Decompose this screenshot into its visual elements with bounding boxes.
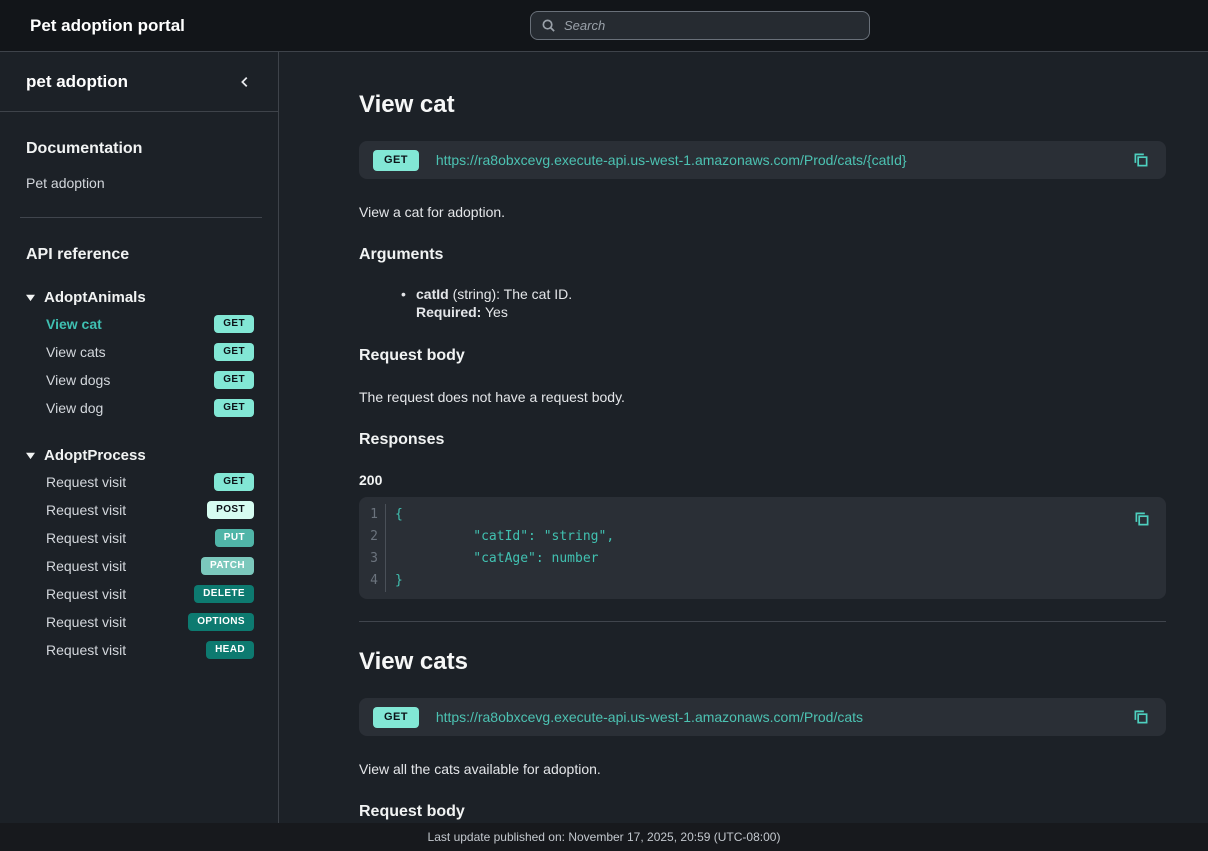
portal-title: Pet adoption portal bbox=[30, 15, 185, 35]
method-badge: PATCH bbox=[201, 557, 254, 575]
method-badge: GET bbox=[214, 399, 254, 417]
method-badge: OPTIONS bbox=[188, 613, 254, 631]
code-line: 3 "catAge": number bbox=[359, 548, 1166, 570]
sidebar: pet adoption Documentation Pet adoption … bbox=[0, 52, 279, 851]
method-badge: GET bbox=[214, 371, 254, 389]
request-body-heading: Request body bbox=[359, 803, 465, 820]
copy-code-button[interactable] bbox=[1131, 508, 1153, 530]
sidebar-item-request-visit-put[interactable]: Request visit PUT bbox=[0, 524, 278, 552]
copy-icon bbox=[1133, 510, 1151, 528]
method-badge: GET bbox=[373, 706, 419, 728]
endpoint-url: https://ra8obxcevg.execute-api.us-west-1… bbox=[435, 152, 907, 168]
endpoint-url: https://ra8obxcevg.execute-api.us-west-1… bbox=[435, 709, 864, 725]
sidebar-item-request-visit-get[interactable]: Request visit GET bbox=[0, 468, 278, 496]
sidebar-item-view-dogs[interactable]: View dogs GET bbox=[0, 366, 278, 394]
method-badge: GET bbox=[214, 473, 254, 491]
method-badge: GET bbox=[214, 315, 254, 333]
code-line: 2 "catId": "string", bbox=[359, 526, 1166, 548]
chevron-left-icon bbox=[238, 75, 252, 89]
endpoint-bar: GET https://ra8obxcevg.execute-api.us-we… bbox=[359, 141, 1166, 179]
sidebar-item-request-visit-head[interactable]: Request visit HEAD bbox=[0, 636, 278, 664]
copy-icon bbox=[1132, 708, 1150, 726]
search-icon bbox=[541, 18, 556, 33]
copy-url-button[interactable] bbox=[1130, 706, 1152, 728]
code-line: 4 } bbox=[359, 570, 1166, 592]
method-badge: GET bbox=[373, 149, 419, 171]
method-badge: DELETE bbox=[194, 585, 254, 603]
method-badge: GET bbox=[214, 343, 254, 361]
search-input[interactable] bbox=[564, 18, 859, 33]
sidebar-header: pet adoption bbox=[0, 52, 278, 112]
status-code: 200 bbox=[359, 472, 383, 488]
arguments-list: catId (string): The cat ID. Required: Ye… bbox=[401, 285, 1166, 321]
operation-title-view-cats: View cats bbox=[359, 648, 468, 675]
endpoint-bar: GET https://ra8obxcevg.execute-api.us-we… bbox=[359, 698, 1166, 736]
sidebar-collapse-button[interactable] bbox=[234, 71, 256, 93]
operation-description: View a cat for adoption. bbox=[359, 204, 506, 220]
sidebar-item-request-visit-options[interactable]: Request visit OPTIONS bbox=[0, 608, 278, 636]
sidebar-divider bbox=[20, 217, 262, 218]
sidebar-item-request-visit-delete[interactable]: Request visit DELETE bbox=[0, 580, 278, 608]
code-line: 1 { bbox=[359, 504, 1166, 526]
method-badge: POST bbox=[207, 501, 254, 519]
sidebar-item-view-dog[interactable]: View dog GET bbox=[0, 394, 278, 422]
top-header: Pet adoption portal bbox=[0, 0, 1208, 52]
method-badge: PUT bbox=[214, 529, 254, 547]
sidebar-item-request-visit-patch[interactable]: Request visit PATCH bbox=[0, 552, 278, 580]
sidebar-item-pet-adoption[interactable]: Pet adoption bbox=[26, 175, 105, 191]
sidebar-item-view-cats[interactable]: View cats GET bbox=[0, 338, 278, 366]
response-code-block: 1 { 2 "catId": "string", 3 "catAge": num… bbox=[359, 497, 1166, 599]
search-box[interactable] bbox=[530, 11, 870, 40]
operation-title-view-cat: View cat bbox=[359, 91, 455, 118]
method-badge: HEAD bbox=[206, 641, 254, 659]
request-body-heading: Request body bbox=[359, 347, 465, 364]
footer: Last update published on: November 17, 2… bbox=[0, 823, 1208, 851]
sidebar-item-view-cat[interactable]: View cat GET bbox=[0, 310, 278, 338]
api-reference-heading: API reference bbox=[26, 246, 130, 263]
documentation-heading: Documentation bbox=[26, 140, 143, 157]
caret-down-icon bbox=[26, 451, 35, 460]
copy-icon bbox=[1132, 151, 1150, 169]
sidebar-title: pet adoption bbox=[26, 71, 128, 91]
operation-description: View all the cats available for adoption… bbox=[359, 761, 601, 777]
section-divider bbox=[359, 621, 1166, 622]
sidebar-item-request-visit-post[interactable]: Request visit POST bbox=[0, 496, 278, 524]
request-body-text: The request does not have a request body… bbox=[359, 389, 625, 405]
arguments-heading: Arguments bbox=[359, 246, 444, 263]
argument-item: catId (string): The cat ID. Required: Ye… bbox=[401, 285, 1166, 321]
main-content: View cat GET https://ra8obxcevg.execute-… bbox=[280, 52, 1208, 851]
copy-url-button[interactable] bbox=[1130, 149, 1152, 171]
caret-down-icon bbox=[26, 293, 35, 302]
responses-heading: Responses bbox=[359, 431, 445, 448]
group-adoptprocess[interactable]: AdoptProcess bbox=[26, 447, 278, 464]
last-update-text: Last update published on: November 17, 2… bbox=[427, 830, 781, 844]
group-adoptanimals[interactable]: AdoptAnimals bbox=[26, 289, 278, 306]
